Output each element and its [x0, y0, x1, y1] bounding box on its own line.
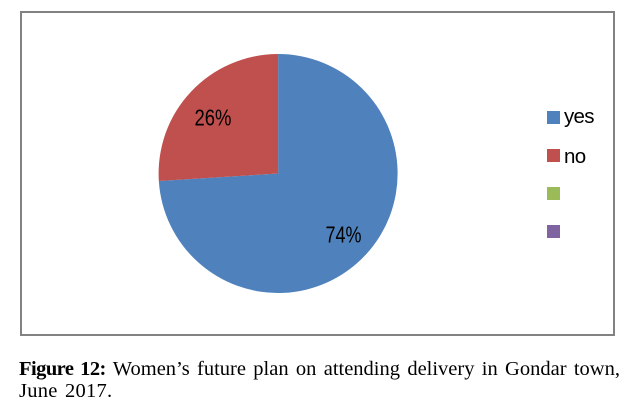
svg-text:74%: 74%	[326, 222, 362, 248]
svg-text:26%: 26%	[195, 105, 232, 131]
